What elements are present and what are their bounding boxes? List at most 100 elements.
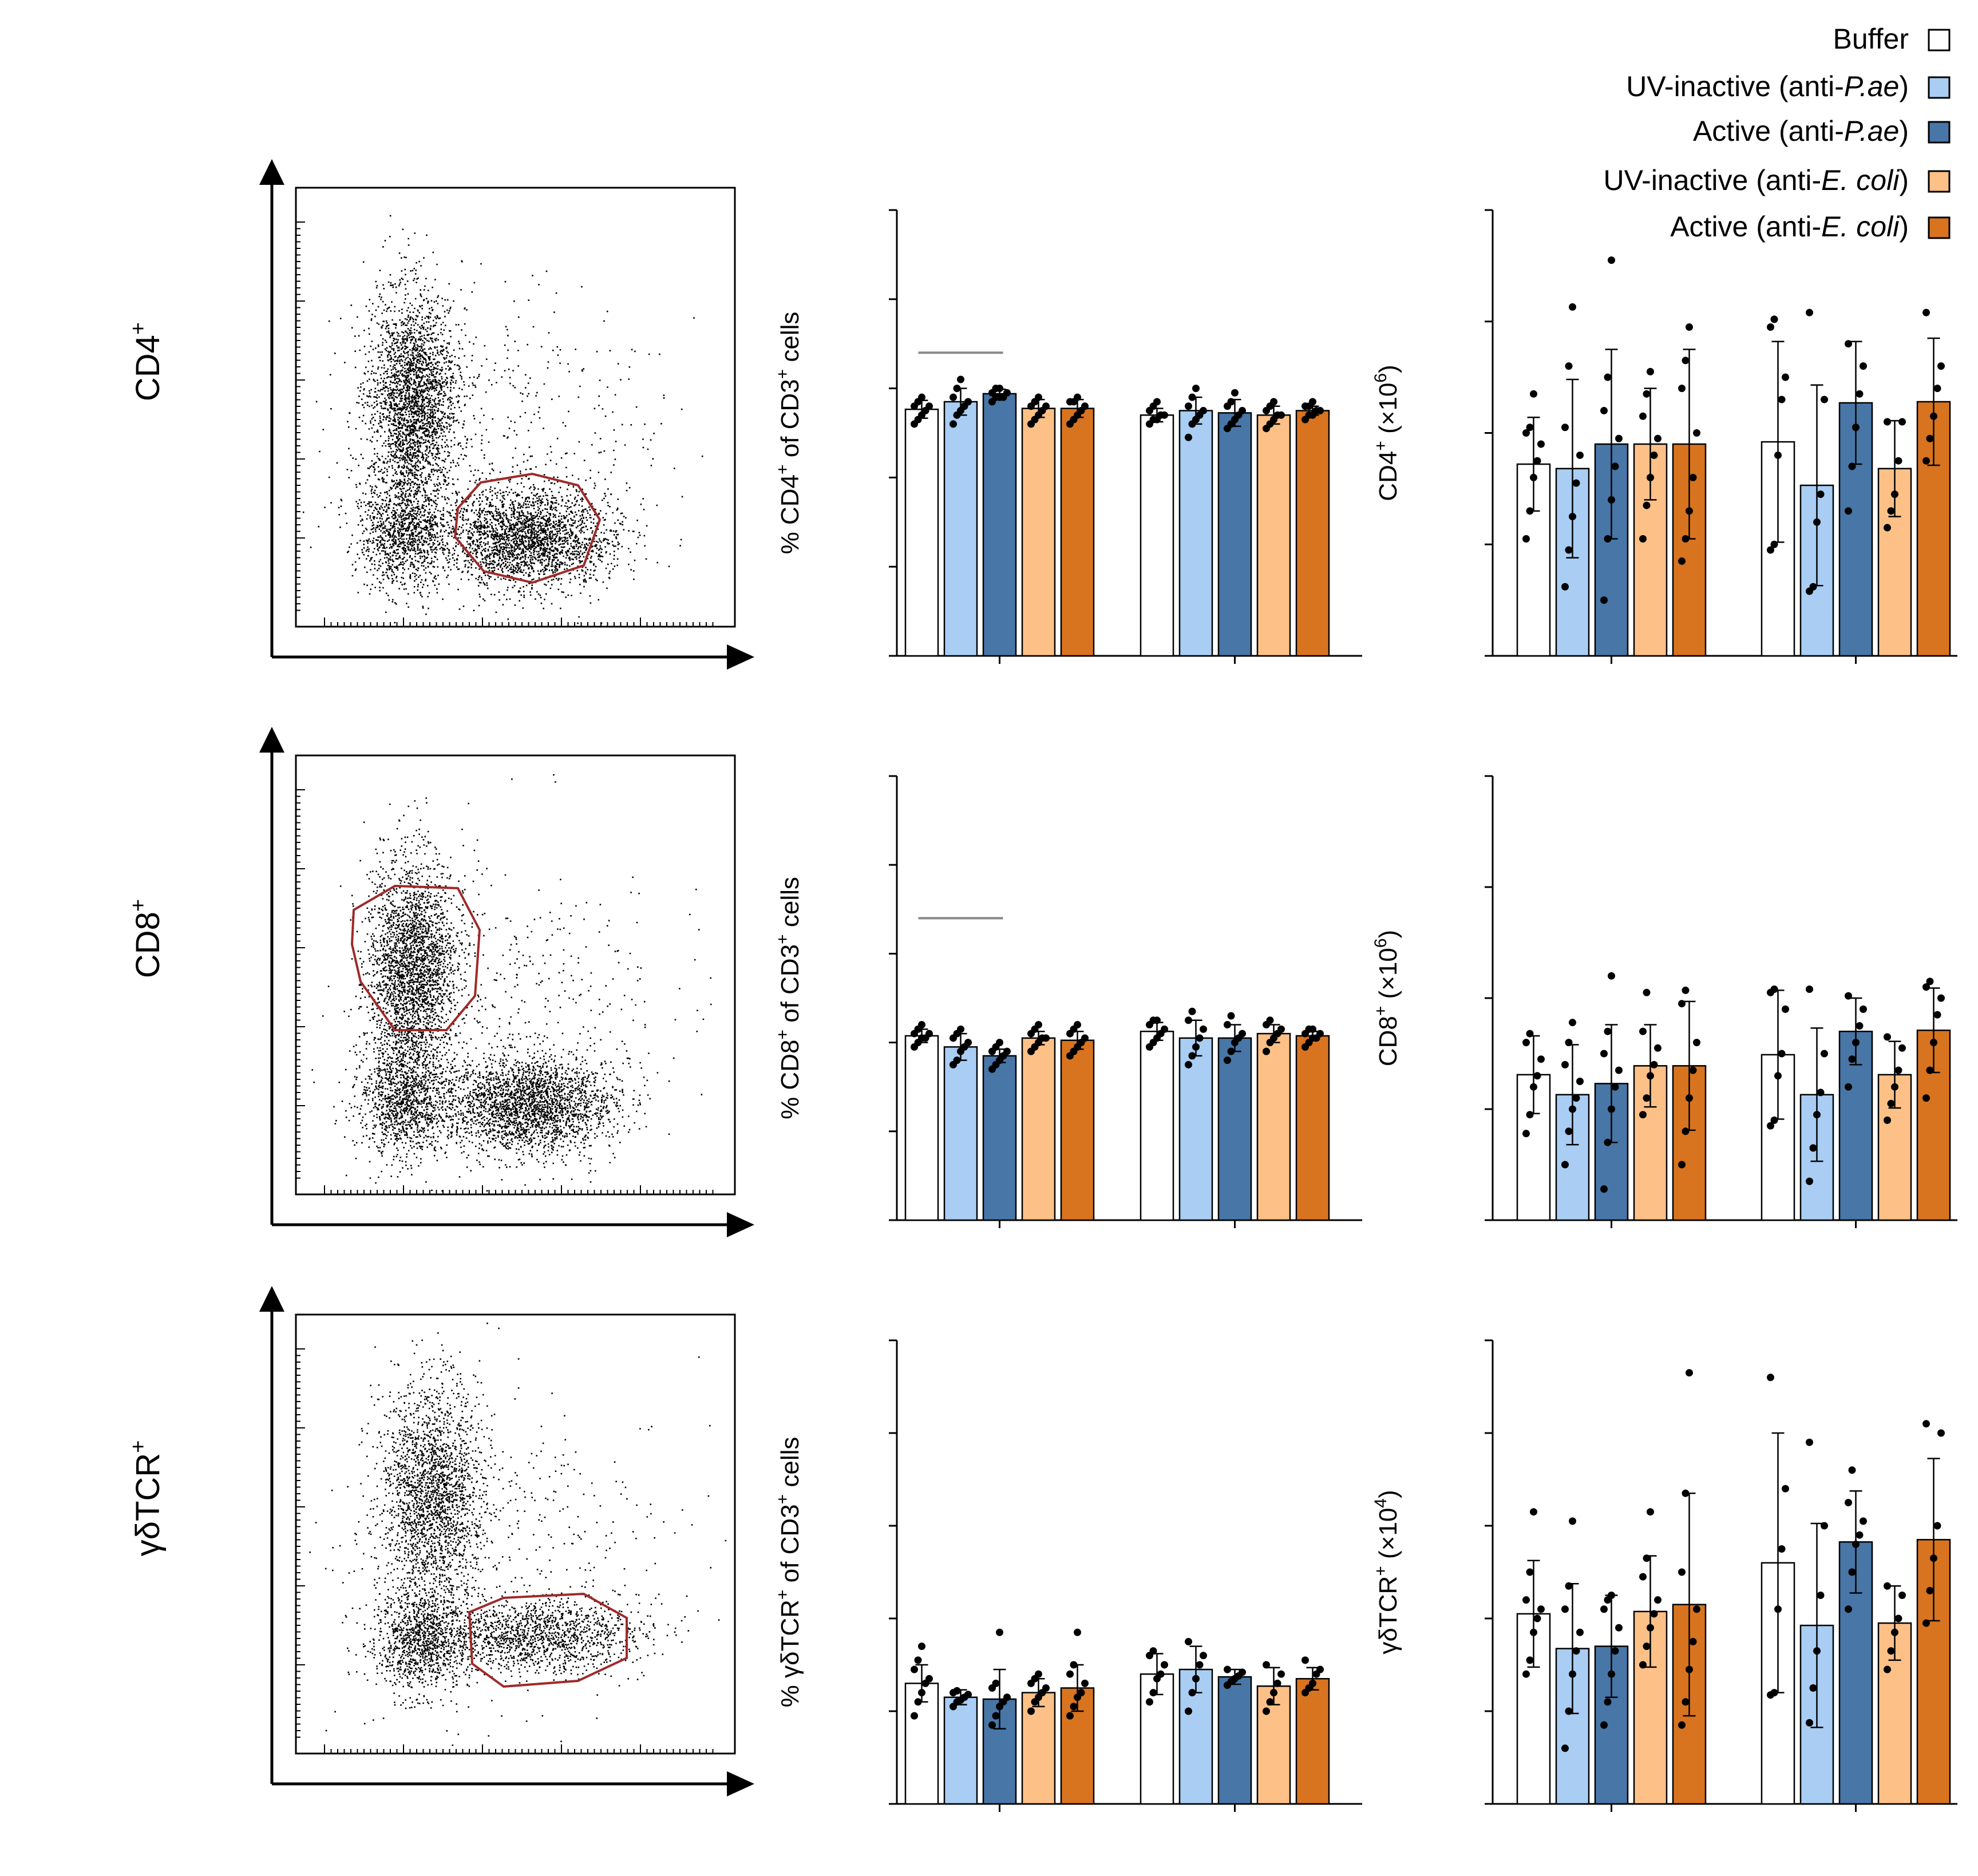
legend-label: UV-inactive (anti-E. coli) xyxy=(1603,164,1909,196)
data-point xyxy=(1003,1693,1011,1701)
data-point xyxy=(1922,457,1930,465)
data-point xyxy=(1654,434,1661,442)
data-point xyxy=(1813,1647,1821,1655)
data-point xyxy=(1572,1647,1580,1655)
data-point xyxy=(1682,357,1690,365)
flow-ticks xyxy=(296,1348,714,1754)
bar-group-active_pae xyxy=(1217,389,1252,657)
data-point xyxy=(918,1689,925,1697)
data-point xyxy=(1146,1698,1153,1706)
y-axis-label: % CD4+ of CD3+ cells xyxy=(773,312,804,555)
bar-group-active_pae xyxy=(1217,1012,1252,1221)
data-point xyxy=(1686,1369,1693,1377)
flow-gate-a xyxy=(453,472,602,584)
data-point xyxy=(1817,1089,1825,1097)
y-axis-label: CD4+ (×106) xyxy=(1371,365,1402,501)
flow-x-arrow-icon xyxy=(727,1212,754,1237)
flow-plots xyxy=(259,159,754,1796)
data-point xyxy=(1813,1111,1821,1119)
legend-label: Active (anti-P.ae) xyxy=(1693,115,1909,147)
bar-group-uv_ecoli xyxy=(1256,398,1291,657)
data-point xyxy=(1608,1670,1615,1678)
data-point xyxy=(1937,1429,1945,1437)
data-point xyxy=(1185,1638,1192,1645)
legend-item-uv_ecoli: UV-inactive (anti-E. coli) xyxy=(1603,164,1951,196)
data-point xyxy=(1643,501,1651,509)
data-point xyxy=(1185,1707,1192,1715)
error-bar xyxy=(1810,1522,1823,1728)
data-point xyxy=(1898,1044,1906,1052)
error-bar xyxy=(1566,378,1579,559)
data-point xyxy=(1149,1647,1157,1655)
bar-group-uv_pae xyxy=(1555,1019,1590,1221)
bar-group-uv_ecoli xyxy=(1256,1016,1291,1221)
error-bar xyxy=(1644,1024,1657,1108)
data-point xyxy=(1782,1005,1789,1013)
data-point xyxy=(925,1030,933,1038)
data-point xyxy=(1565,362,1573,370)
legend-label: Buffer xyxy=(1833,23,1909,55)
y-axis-label: % CD8+ of CD3+ cells xyxy=(773,877,804,1119)
data-point xyxy=(1561,1161,1569,1169)
data-point xyxy=(1192,1043,1200,1051)
data-point xyxy=(1856,390,1864,398)
data-point xyxy=(1316,1665,1324,1673)
data-point xyxy=(1239,1668,1246,1676)
bar-group-uv_pae xyxy=(1799,308,1834,657)
data-point xyxy=(1227,1047,1235,1055)
data-point xyxy=(1522,429,1530,437)
data-point xyxy=(1569,1517,1576,1525)
data-point xyxy=(1522,1596,1530,1604)
data-point xyxy=(1604,1138,1612,1146)
data-point xyxy=(1770,1116,1778,1124)
bar-group-buffer xyxy=(1761,1374,1795,1805)
flow-event-dots xyxy=(302,215,703,624)
data-point xyxy=(1074,1021,1081,1029)
y-axis-label: γδTCR+ (×104) xyxy=(1371,1490,1402,1654)
data-point xyxy=(1081,402,1089,410)
data-point xyxy=(1188,1007,1196,1015)
data-point xyxy=(1860,1517,1867,1525)
data-point xyxy=(1817,490,1825,498)
chart-c_count: γδTCR+ (×104) xyxy=(1371,1339,1957,1812)
data-point xyxy=(1526,507,1534,515)
data-point xyxy=(1277,1670,1285,1678)
bar-group-uv_ecoli xyxy=(1256,1661,1291,1805)
data-point xyxy=(1615,434,1623,442)
data-point xyxy=(1266,1698,1274,1706)
data-point xyxy=(1678,557,1686,565)
data-point xyxy=(1561,1060,1569,1068)
row-labels: CD4+ CD8+ γδTCR+ xyxy=(126,322,167,1556)
data-point xyxy=(1852,424,1860,432)
data-point xyxy=(1778,1545,1786,1553)
data-point xyxy=(1157,1670,1165,1678)
flow-x-arrow-icon xyxy=(727,644,754,670)
data-point xyxy=(1600,1185,1608,1193)
flow-ticks xyxy=(296,221,714,627)
data-point xyxy=(1654,1596,1661,1604)
data-point xyxy=(1647,1072,1654,1080)
data-point xyxy=(1185,1060,1192,1068)
data-point xyxy=(1316,407,1324,415)
data-point xyxy=(1845,507,1852,515)
bar-group-active_ecoli xyxy=(1916,1420,1951,1805)
legend-item-uv_pae: UV-inactive (anti-P.ae) xyxy=(1626,70,1951,102)
data-point xyxy=(918,1021,925,1029)
data-point xyxy=(1933,1011,1941,1019)
data-point xyxy=(1817,1592,1825,1599)
data-point xyxy=(1930,1554,1937,1562)
bar-group-buffer xyxy=(904,1643,939,1805)
error-bar xyxy=(1849,997,1862,1066)
data-point xyxy=(1782,373,1789,381)
data-point xyxy=(1809,583,1817,591)
bar-uv_pae-0 xyxy=(943,401,978,657)
data-point xyxy=(1922,1420,1930,1428)
bar-uv_ecoli-0 xyxy=(1021,407,1056,657)
data-point xyxy=(1770,540,1778,548)
data-point xyxy=(911,1665,918,1673)
data-point xyxy=(1922,1619,1930,1627)
error-bar xyxy=(1927,1458,1940,1622)
data-point xyxy=(1821,1050,1828,1058)
data-point xyxy=(1891,1628,1898,1636)
legend-swatch-uv_pae xyxy=(1928,76,1951,99)
